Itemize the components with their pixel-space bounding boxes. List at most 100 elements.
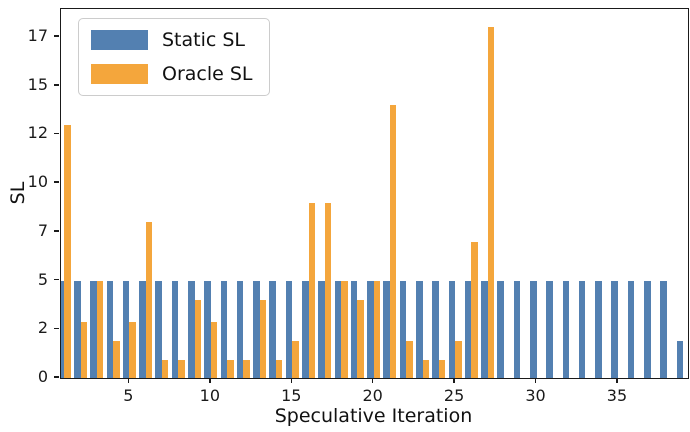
x-tick-label: 5 xyxy=(123,386,134,405)
y-axis-label: SL xyxy=(7,181,29,205)
oracle-sl-bar-19 xyxy=(357,300,364,378)
y-tick-label: 5 xyxy=(37,269,48,289)
legend-label-oracle: Oracle SL xyxy=(162,63,253,85)
y-tick-label: 7 xyxy=(37,220,48,240)
oracle-sl-bar-20 xyxy=(373,280,381,378)
static-sl-bar-18 xyxy=(334,280,342,378)
oracle-sl-swatch xyxy=(91,64,148,84)
x-tick-mark xyxy=(371,378,374,383)
y-tick-label: 0 xyxy=(37,367,48,386)
oracle-sl-bar-23 xyxy=(422,360,430,378)
oracle-sl-bar-12 xyxy=(243,360,250,378)
static-sl-bar-6 xyxy=(139,280,146,378)
legend: Static SL Oracle SL xyxy=(78,18,270,96)
static-sl-bar-30 xyxy=(530,280,537,378)
static-sl-bar-26 xyxy=(464,280,472,378)
oracle-sl-bar-4 xyxy=(113,340,120,378)
x-axis-label: Speculative Iteration xyxy=(274,405,473,427)
y-tick-mark xyxy=(54,230,59,232)
static-sl-swatch xyxy=(91,30,148,50)
oracle-sl-bar-6 xyxy=(145,222,153,378)
static-sl-bar-16 xyxy=(302,280,309,378)
static-sl-bar-14 xyxy=(269,280,276,378)
static-sl-bar-33 xyxy=(578,280,586,378)
y-tick-label: 2 xyxy=(37,318,48,338)
oracle-sl-bar-3 xyxy=(96,280,104,378)
y-tick-mark xyxy=(54,35,59,37)
static-sl-bar-8 xyxy=(171,280,179,378)
x-tick-mark xyxy=(534,378,537,383)
static-sl-bar-35 xyxy=(611,280,618,378)
static-sl-bar-17 xyxy=(318,280,325,378)
static-sl-bar-22 xyxy=(399,280,407,378)
static-sl-bar-36 xyxy=(627,280,635,378)
static-sl-bar-28 xyxy=(497,280,504,378)
oracle-sl-bar-7 xyxy=(161,360,169,378)
x-tick-mark xyxy=(127,378,130,383)
y-tick-mark xyxy=(54,132,59,135)
y-tick-label: 12 xyxy=(27,123,48,143)
legend-row-static: Static SL xyxy=(91,29,253,51)
y-tick-label: 15 xyxy=(27,74,48,94)
static-sl-bar-39 xyxy=(676,340,684,378)
oracle-sl-bar-5 xyxy=(129,321,136,378)
oracle-sl-bar-22 xyxy=(406,340,413,378)
static-sl-bar-34 xyxy=(595,280,602,378)
static-sl-bar-29 xyxy=(513,280,521,378)
static-sl-bar-5 xyxy=(122,280,130,378)
oracle-sl-bar-15 xyxy=(292,340,299,378)
static-sl-bar-37 xyxy=(644,280,651,378)
x-tick-label: 35 xyxy=(606,386,628,405)
static-sl-bar-1 xyxy=(61,280,65,378)
static-sl-bar-38 xyxy=(660,280,667,378)
x-tick-label: 20 xyxy=(362,386,383,405)
static-sl-bar-32 xyxy=(562,280,570,378)
x-tick-mark xyxy=(616,378,618,383)
oracle-sl-bar-17 xyxy=(324,202,332,378)
oracle-sl-bar-13 xyxy=(259,300,267,378)
static-sl-bar-12 xyxy=(236,280,244,378)
static-sl-bar-11 xyxy=(220,280,228,378)
legend-label-static: Static SL xyxy=(162,29,246,51)
oracle-sl-bar-27 xyxy=(487,27,495,378)
static-sl-bar-27 xyxy=(481,280,488,378)
static-sl-bar-9 xyxy=(188,280,195,378)
x-tick-mark xyxy=(453,378,455,383)
y-tick-mark xyxy=(54,278,59,281)
legend-row-oracle: Oracle SL xyxy=(91,63,253,85)
y-tick-mark xyxy=(54,327,59,330)
x-tick-label: 30 xyxy=(525,386,546,405)
y-tick-mark xyxy=(54,84,59,86)
static-sl-bar-25 xyxy=(448,280,456,378)
y-tick-label: 10 xyxy=(27,172,48,192)
x-tick-mark xyxy=(290,378,292,383)
static-sl-bar-3 xyxy=(90,280,97,378)
y-tick-label: 17 xyxy=(27,26,48,46)
static-sl-bar-19 xyxy=(350,280,358,378)
static-sl-bar-4 xyxy=(106,280,114,378)
oracle-sl-bar-24 xyxy=(438,360,446,378)
x-tick-label: 15 xyxy=(281,386,302,405)
oracle-sl-bar-18 xyxy=(341,280,348,378)
oracle-sl-bar-21 xyxy=(389,105,397,378)
oracle-sl-bar-14 xyxy=(275,360,283,378)
static-sl-bar-23 xyxy=(416,280,423,378)
static-sl-bar-7 xyxy=(155,280,162,378)
static-sl-bar-21 xyxy=(383,280,390,378)
oracle-sl-bar-26 xyxy=(471,241,478,378)
static-sl-bar-13 xyxy=(253,280,260,378)
x-tick-label: 25 xyxy=(443,386,465,405)
oracle-sl-bar-2 xyxy=(80,321,88,378)
oracle-sl-bar-8 xyxy=(178,360,185,378)
x-tick-label: 10 xyxy=(199,386,220,405)
oracle-sl-bar-9 xyxy=(194,300,202,378)
oracle-sl-bar-1 xyxy=(64,124,71,378)
static-sl-bar-20 xyxy=(367,280,374,378)
plot-area: Static SL Oracle SL xyxy=(60,8,689,379)
static-sl-bar-31 xyxy=(546,280,553,378)
static-sl-bar-15 xyxy=(285,280,293,378)
y-tick-mark xyxy=(54,376,59,378)
oracle-sl-bar-16 xyxy=(308,202,316,378)
oracle-sl-bar-10 xyxy=(210,321,218,378)
